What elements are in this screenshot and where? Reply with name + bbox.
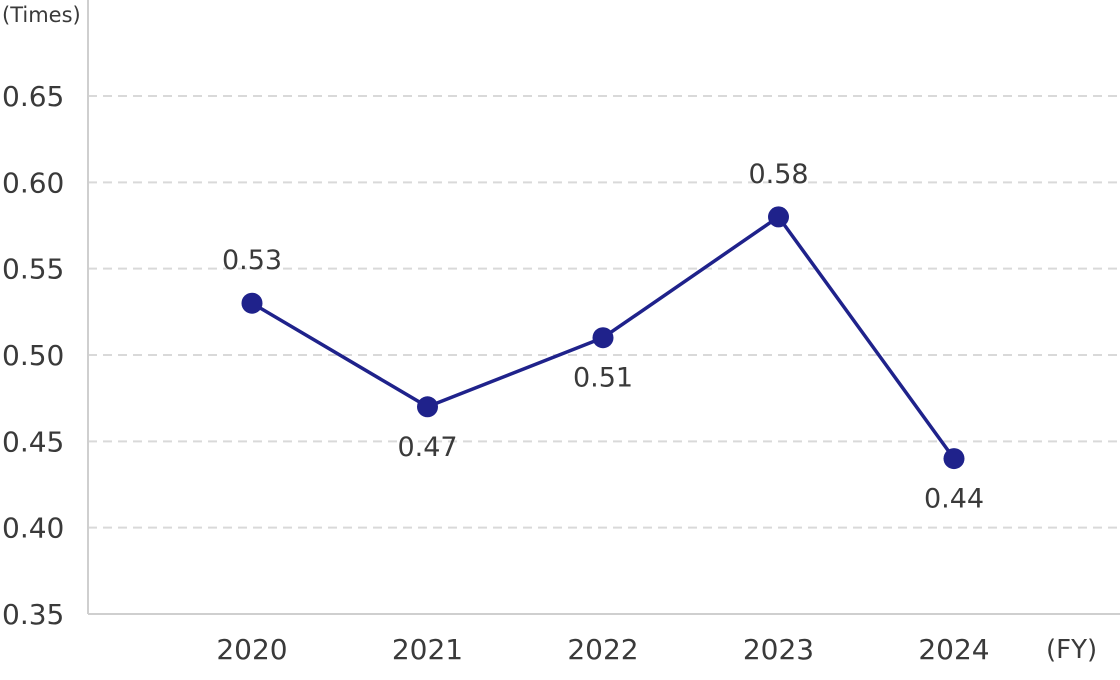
y-tick-label: 0.50 bbox=[2, 339, 64, 372]
x-unit-label: (FY) bbox=[1046, 635, 1097, 665]
x-tick-label: 2022 bbox=[567, 633, 638, 666]
data-point bbox=[943, 448, 965, 470]
axes bbox=[87, 0, 1120, 615]
series: 0.53 0.47 0.51 0.58 0.44 bbox=[222, 159, 984, 515]
data-label: 0.44 bbox=[924, 484, 984, 515]
x-tick-labels: 2020 2021 2022 2023 2024 bbox=[216, 633, 989, 666]
y-tick-label: 0.55 bbox=[2, 253, 64, 286]
y-tick-label: 0.40 bbox=[2, 512, 64, 545]
x-tick-label: 2021 bbox=[392, 633, 463, 666]
data-point bbox=[417, 396, 438, 418]
data-label: 0.51 bbox=[573, 363, 633, 394]
x-tick-label: 2023 bbox=[743, 633, 814, 666]
data-point bbox=[241, 292, 263, 314]
data-label: 0.58 bbox=[748, 159, 808, 190]
data-point bbox=[768, 206, 789, 228]
data-label: 0.47 bbox=[397, 432, 457, 463]
y-tick-label: 0.65 bbox=[2, 80, 64, 113]
x-tick-label: 2020 bbox=[216, 633, 287, 666]
y-tick-label: 0.35 bbox=[2, 598, 64, 631]
y-tick-labels: 0.35 0.40 0.45 0.50 0.55 0.60 0.65 bbox=[2, 80, 64, 631]
y-tick-label: 0.60 bbox=[2, 166, 64, 199]
data-label: 0.53 bbox=[222, 245, 282, 276]
grid-lines bbox=[88, 95, 1120, 529]
data-point bbox=[592, 327, 614, 349]
y-unit-label: (Times) bbox=[2, 3, 81, 27]
y-tick-label: 0.45 bbox=[2, 425, 64, 458]
x-tick-label: 2024 bbox=[918, 633, 989, 666]
